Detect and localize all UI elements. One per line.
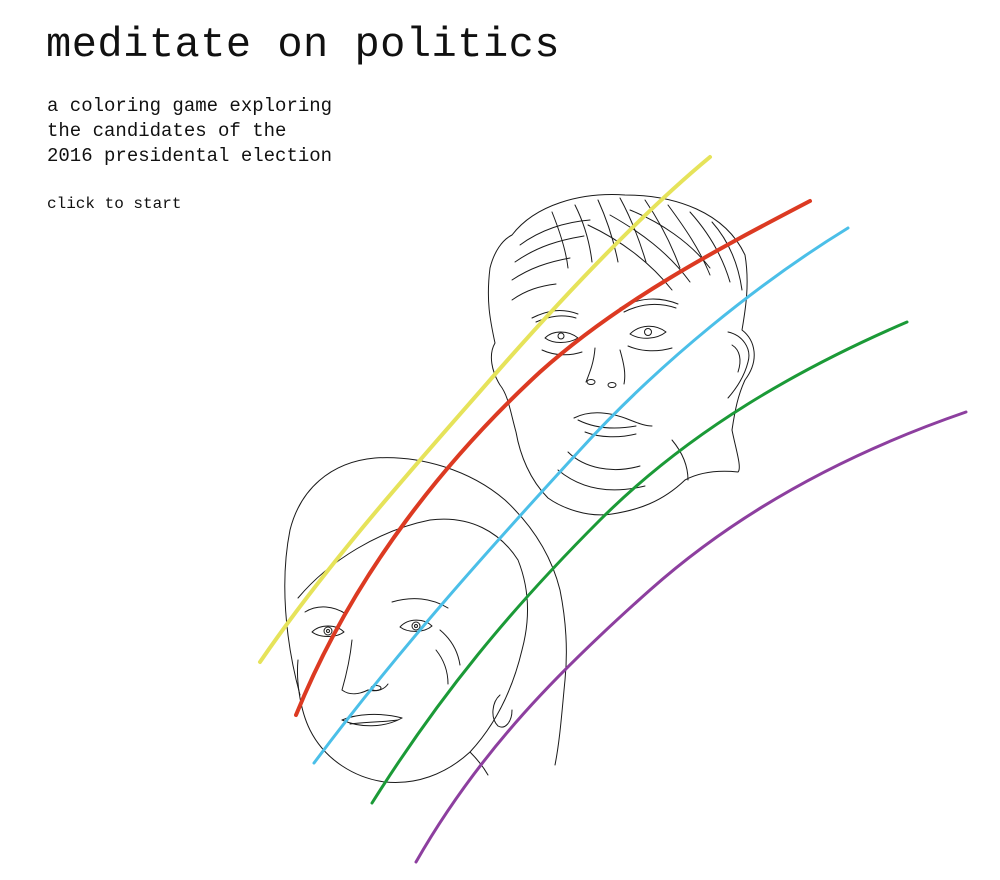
purple-stroke — [414, 410, 968, 864]
trump-face — [487, 194, 755, 516]
yellow-stroke — [258, 155, 712, 664]
start-button[interactable]: click to start — [47, 195, 182, 213]
green-stroke — [370, 320, 909, 805]
subtitle-line-2: the candidates of the — [47, 120, 287, 142]
subtitle-line-3: 2016 presidental election — [47, 145, 333, 167]
red-stroke — [294, 199, 812, 717]
subtitle-line-1: a coloring game exploring — [47, 95, 333, 117]
clinton-face — [284, 457, 567, 784]
game-subtitle: a coloring game exploring the candidates… — [47, 94, 332, 169]
blue-stroke — [312, 226, 850, 765]
game-title: meditate on politics — [46, 21, 561, 69]
